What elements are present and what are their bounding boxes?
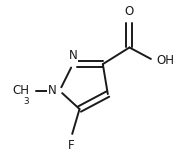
Text: F: F (68, 139, 74, 152)
Text: O: O (125, 5, 134, 17)
Text: N: N (48, 84, 56, 97)
Text: 3: 3 (23, 97, 29, 106)
Text: N: N (68, 49, 77, 63)
Text: CH: CH (13, 84, 30, 97)
Text: OH: OH (156, 54, 174, 67)
